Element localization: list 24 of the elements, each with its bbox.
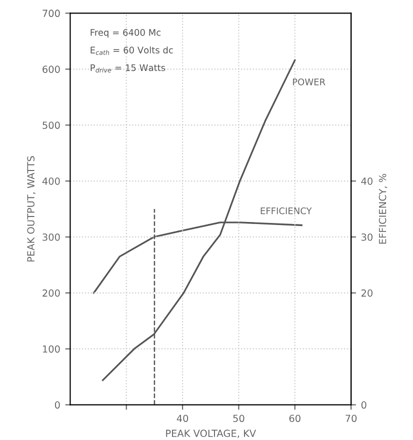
x-tick-label: 40 — [176, 414, 188, 422]
y-tick-label: 0 — [54, 401, 60, 409]
y-axis-title: PEAK OUTPUT, WATTS — [27, 156, 36, 262]
x-tick-label: 50 — [233, 414, 244, 422]
annotation: P$_{drive}$ = 15 Watts — [90, 64, 166, 73]
series-label: POWER — [292, 78, 326, 86]
y2-tick-label: 20 — [361, 289, 372, 297]
x-tick-label: 70 — [346, 414, 357, 422]
y-tick-label: 700 — [42, 10, 60, 18]
y-tick-label: 600 — [42, 66, 60, 73]
y-tick-label: 400 — [42, 178, 60, 185]
y-tick-label: 200 — [42, 289, 60, 297]
y2-axis-title: EFFICIENCY, % — [378, 174, 388, 244]
y2-tick-label: 30 — [362, 233, 372, 241]
y2-tick-label: 40 — [361, 178, 372, 185]
y-tick-label: 500 — [42, 122, 60, 129]
x-tick-label: 60 — [289, 414, 300, 422]
y2-tick-label: 0 — [361, 401, 366, 409]
annotation: Freq = 6400 Mc — [90, 29, 161, 38]
y-tick-label: 300 — [42, 233, 60, 241]
y-tick-label: 100 — [43, 345, 60, 353]
x-axis-title: PEAK VOLTAGE, KV — [166, 430, 256, 438]
annotation: E$_{cath}$ = 60 Volts dc — [90, 46, 173, 55]
series-label: EFFICIENCY — [260, 207, 312, 214]
